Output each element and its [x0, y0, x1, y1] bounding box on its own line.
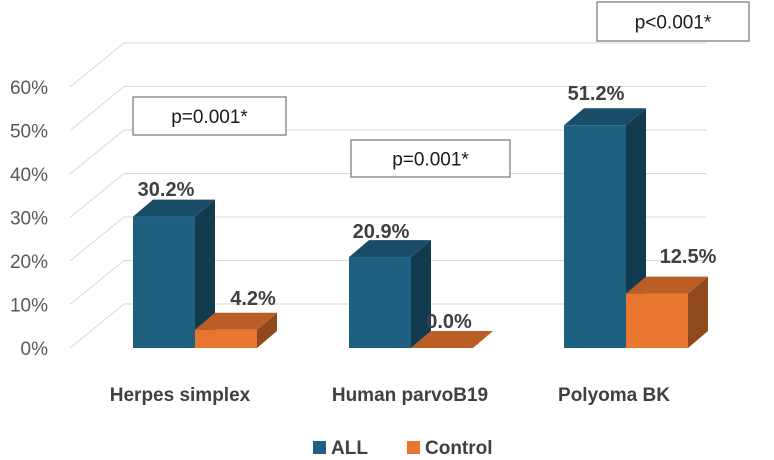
y-tick-label: 0%	[21, 339, 49, 360]
bar-control-3	[626, 276, 708, 348]
legend-swatch	[313, 441, 326, 454]
bar-top	[411, 331, 493, 348]
p-value-annotation: p=0.001*	[132, 96, 287, 136]
bar-control-1	[195, 312, 277, 348]
data-label: 30.2%	[138, 179, 195, 201]
gridline	[69, 86, 706, 131]
category-label: Human parvoB19	[332, 385, 488, 406]
gridline	[69, 173, 706, 218]
bar-top	[349, 240, 431, 258]
bar-top	[626, 276, 708, 294]
bar-side	[411, 240, 431, 348]
y-tick-label: 50%	[10, 122, 48, 143]
bar-control-2	[411, 331, 493, 348]
annotation-text: p=0.001*	[171, 107, 248, 128]
data-label: 20.9%	[353, 221, 410, 243]
bar-all-3	[564, 108, 646, 348]
bars	[133, 108, 708, 348]
gridline	[69, 260, 706, 305]
bar-side	[688, 276, 708, 348]
legend-label: ALL	[331, 438, 368, 459]
y-tick-label: 20%	[10, 252, 48, 273]
bar-all-1	[133, 199, 215, 348]
y-tick-label: 10%	[10, 296, 48, 317]
bar-front	[626, 293, 688, 348]
annotations: p=0.001* p=0.001* p<0.001*	[132, 1, 750, 178]
bar-top	[564, 108, 646, 126]
bar-top	[195, 312, 277, 330]
gridline	[69, 42, 706, 88]
data-label: 0.0%	[426, 311, 472, 333]
annotation-box	[350, 139, 511, 178]
bar-front	[133, 216, 195, 348]
bar-front	[564, 125, 626, 348]
annotation-text: p<0.001*	[635, 13, 712, 34]
legend-item-control: Control	[407, 438, 493, 459]
legend-swatch	[407, 441, 420, 454]
bar-front	[195, 329, 257, 348]
gridline	[69, 216, 706, 262]
p-value-annotation: p<0.001*	[596, 1, 750, 42]
category-label: Polyoma BK	[558, 385, 670, 406]
gridline	[69, 303, 706, 349]
y-tick-label: 40%	[10, 165, 48, 186]
category-labels: Herpes simplex Human parvoB19 Polyoma BK	[110, 385, 670, 406]
data-label: 51.2%	[568, 83, 625, 105]
annotation-box	[596, 1, 750, 42]
bar-side	[257, 312, 277, 348]
bar-all-2	[349, 240, 431, 348]
annotation-box	[132, 96, 287, 136]
bar-top	[133, 199, 215, 217]
annotation-text: p=0.001*	[392, 150, 469, 171]
category-label: Herpes simplex	[110, 385, 251, 406]
legend-label: Control	[425, 438, 493, 459]
bar-front	[349, 257, 411, 348]
y-tick-label: 60%	[10, 78, 48, 99]
legend-item-all: ALL	[313, 438, 368, 459]
bar-side	[195, 199, 215, 348]
y-axis-ticks: 0% 10% 20% 30% 40% 50% 60%	[10, 78, 48, 360]
data-label: 4.2%	[230, 288, 276, 310]
data-labels: 30.2% 4.2% 20.9% 0.0% 51.2% 12.5%	[138, 83, 717, 333]
y-tick-label: 30%	[10, 209, 48, 230]
legend: ALL Control	[313, 438, 493, 459]
data-label: 12.5%	[660, 246, 717, 268]
gridlines	[69, 42, 706, 349]
p-value-annotation: p=0.001*	[350, 139, 511, 178]
gridline	[69, 129, 706, 175]
